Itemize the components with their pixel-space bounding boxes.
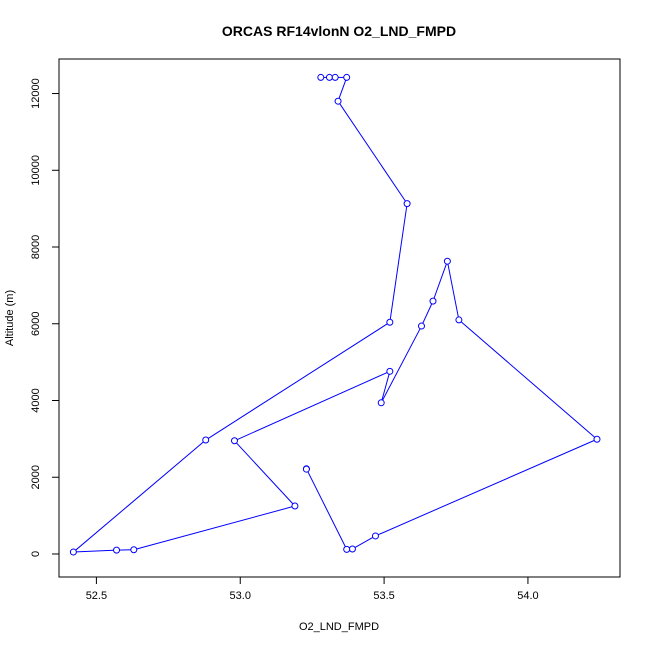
series-segment — [205, 321, 391, 441]
data-point — [202, 436, 210, 444]
y-axis-label: Altitude (m) — [4, 290, 16, 346]
series-segment — [133, 505, 296, 551]
series-segment — [337, 100, 408, 204]
data-point — [334, 97, 342, 105]
chart-title: ORCAS RF14vlonN O2_LND_FMPD — [222, 23, 456, 39]
y-tick-label: 0 — [30, 551, 42, 557]
data-point — [371, 532, 379, 540]
series-segment — [380, 325, 422, 404]
data-point — [230, 437, 238, 445]
x-tick-label: 53.5 — [373, 590, 394, 602]
x-tick-label: 54.0 — [517, 590, 538, 602]
series-segment — [458, 319, 598, 440]
series-segment — [380, 371, 391, 403]
data-point — [343, 545, 351, 553]
series-segment — [305, 468, 348, 550]
data-point — [113, 546, 121, 554]
series-segment — [421, 300, 434, 327]
y-tick-label: 4000 — [30, 388, 42, 412]
y-axis: 0 2000 4000 6000 8000 10000 12000 — [30, 78, 60, 557]
series-segment — [432, 261, 448, 302]
series-layer — [69, 73, 601, 556]
data-point — [325, 73, 333, 81]
series-segment — [234, 440, 296, 507]
x-axis-label: O2_LND_FMPD — [299, 621, 379, 633]
series-segment — [352, 535, 376, 550]
data-point — [302, 465, 310, 473]
y-tick-label: 10000 — [30, 155, 42, 186]
data-point — [348, 545, 356, 553]
data-point — [317, 73, 325, 81]
y-tick-label: 2000 — [30, 465, 42, 489]
plot-frame — [58, 58, 621, 578]
data-point — [386, 367, 394, 375]
data-point — [69, 548, 77, 556]
data-point — [386, 318, 394, 326]
data-point — [291, 502, 299, 510]
data-point — [443, 257, 451, 265]
data-point — [455, 316, 463, 324]
y-tick-label: 12000 — [30, 78, 42, 109]
y-tick-label: 6000 — [30, 312, 42, 336]
data-point — [429, 297, 437, 305]
data-point — [403, 200, 411, 208]
data-point — [343, 73, 351, 81]
series-segment — [73, 439, 207, 553]
x-axis: 52.5 53.0 53.5 54.0 — [86, 576, 539, 602]
data-point — [593, 435, 601, 443]
series-segment — [389, 203, 408, 323]
series-segment — [337, 77, 348, 102]
data-point — [377, 399, 385, 407]
data-point — [130, 546, 138, 554]
data-point — [417, 322, 425, 330]
data-point — [331, 73, 339, 81]
series-segment — [73, 549, 117, 553]
x-tick-label: 53.0 — [230, 590, 251, 602]
x-tick-label: 52.5 — [86, 590, 107, 602]
series-segment — [234, 370, 391, 442]
series-segment — [375, 438, 598, 537]
y-tick-label: 8000 — [30, 235, 42, 259]
series-segment — [446, 261, 460, 321]
